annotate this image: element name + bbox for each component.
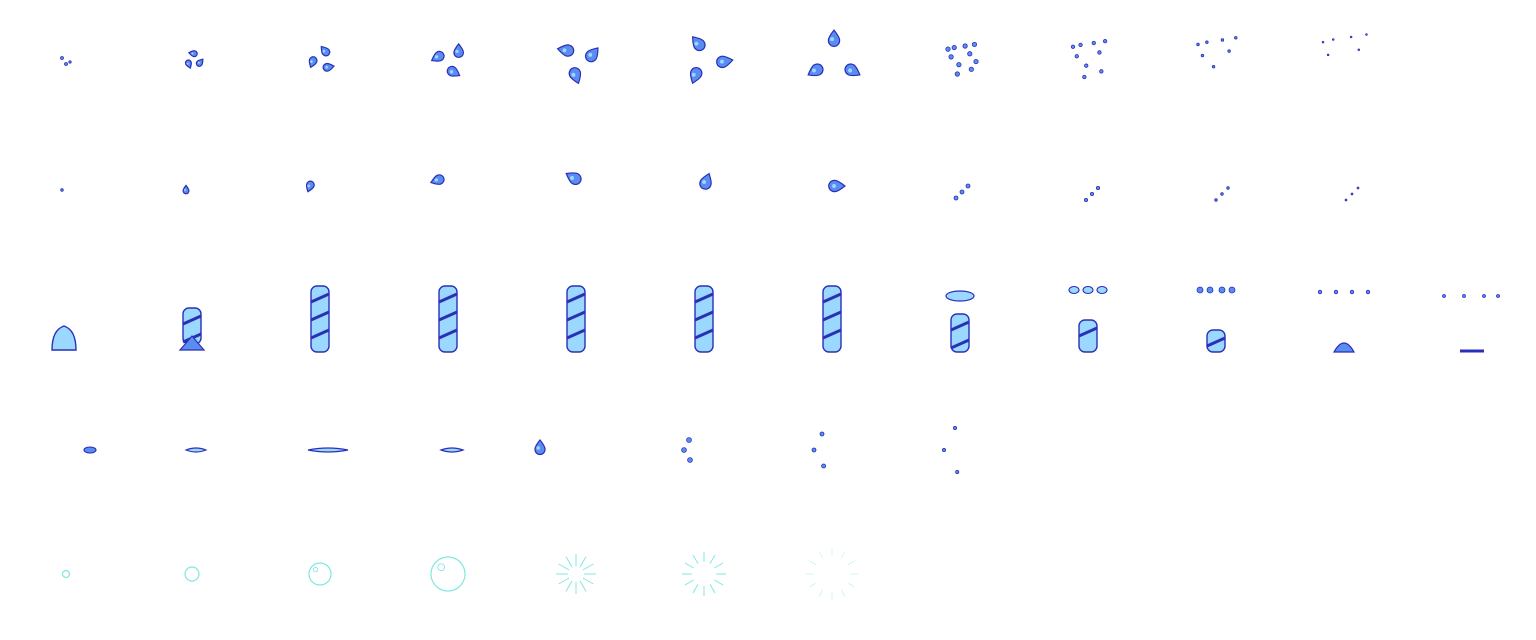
single-droplet-frame-5: [512, 128, 640, 256]
water-column-frame-3: [256, 256, 384, 384]
water-column-frame-12: [1408, 256, 1536, 384]
splash-burst-frame-5: [512, 0, 640, 128]
splash-burst-frame-4: [384, 0, 512, 128]
bubble-pop-frame-6: [640, 512, 768, 640]
splash-burst-frame-1: [0, 0, 128, 128]
single-droplet-frame-7: [768, 128, 896, 256]
water-column-frame-2: [128, 256, 256, 384]
water-column-frame-4: [384, 256, 512, 384]
splash-burst-frame-3: [256, 0, 384, 128]
splash-burst-frame-7: [768, 0, 896, 128]
single-droplet-frame-3: [256, 128, 384, 256]
single-droplet-frame-11: [1280, 128, 1408, 256]
splash-burst-frame-2: [128, 0, 256, 128]
splash-burst-frame-11: [1280, 0, 1408, 128]
water-column-frame-9: [1024, 256, 1152, 384]
splash-burst-frame-8: [896, 0, 1024, 128]
splash-burst-frame-9: [1024, 0, 1152, 128]
water-column-frame-11: [1280, 256, 1408, 384]
water-projectile-frame-7: [768, 384, 896, 512]
water-column-frame-8: [896, 256, 1024, 384]
single-droplet-frame-4: [384, 128, 512, 256]
bubble-pop-frame-4: [384, 512, 512, 640]
single-droplet-frame-1: [0, 128, 128, 256]
water-projectile-frame-8: [896, 384, 1024, 512]
water-projectile-frame-5: [512, 384, 640, 512]
bubble-pop-frame-1: [0, 512, 128, 640]
water-projectile-frame-6: [640, 384, 768, 512]
water-projectile-frame-3: [256, 384, 384, 512]
splash-burst-frame-10: [1152, 0, 1280, 128]
water-column-frame-1: [0, 256, 128, 384]
single-droplet-frame-8: [896, 128, 1024, 256]
single-droplet-frame-2: [128, 128, 256, 256]
bubble-pop-frame-5: [512, 512, 640, 640]
water-projectile-frame-1: [0, 384, 128, 512]
single-droplet-frame-9: [1024, 128, 1152, 256]
single-droplet-frame-10: [1152, 128, 1280, 256]
water-column-frame-5: [512, 256, 640, 384]
water-column-frame-10: [1152, 256, 1280, 384]
water-projectile-frame-2: [128, 384, 256, 512]
water-projectile-frame-4: [384, 384, 512, 512]
bubble-pop-frame-7: [768, 512, 896, 640]
water-column-frame-6: [640, 256, 768, 384]
splash-burst-frame-6: [640, 0, 768, 128]
bubble-pop-frame-2: [128, 512, 256, 640]
water-column-frame-7: [768, 256, 896, 384]
bubble-pop-frame-3: [256, 512, 384, 640]
single-droplet-frame-6: [640, 128, 768, 256]
